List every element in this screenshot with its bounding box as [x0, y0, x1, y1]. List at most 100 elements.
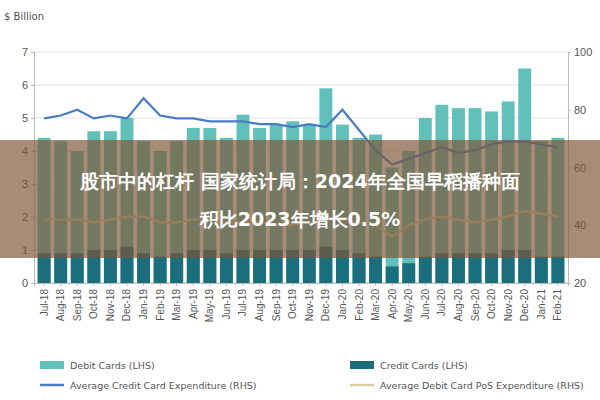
- tick-mark: [31, 283, 34, 284]
- axis-title: $ Billion: [4, 11, 44, 22]
- tick: Dec-20: [519, 283, 530, 321]
- tick-label: Jun-19: [221, 289, 232, 320]
- tick: 0: [22, 277, 34, 289]
- tick-mark: [557, 283, 558, 286]
- tick: Jul-20: [436, 283, 447, 316]
- legend-label: Debit Cards (LHS): [70, 360, 155, 371]
- tick-label: 6: [22, 79, 28, 91]
- tick-mark: [93, 283, 94, 286]
- tick: 100: [568, 46, 592, 58]
- legend-label: Average Debit Card PoS Expenditure (RHS): [380, 380, 584, 391]
- bar: [551, 257, 564, 283]
- bar: [419, 257, 432, 283]
- legend-swatch: [40, 384, 64, 387]
- tick: 5: [22, 112, 34, 124]
- tick-mark: [491, 283, 492, 286]
- tick-label: Jan-21: [536, 289, 547, 320]
- bar: [369, 257, 382, 283]
- bar: [386, 267, 399, 284]
- tick: Nov-19: [304, 283, 315, 321]
- legend-swatch: [40, 361, 64, 369]
- tick-mark: [143, 283, 144, 286]
- annotation: 积比2023年增长0.5%: [199, 208, 401, 230]
- tick-mark: [524, 283, 525, 286]
- tick: Jul-18: [39, 283, 50, 316]
- tick-label: 0: [22, 277, 28, 289]
- tick-label: 5: [22, 112, 28, 124]
- tick: Oct-18: [88, 283, 99, 319]
- tick-mark: [475, 283, 476, 286]
- tick-mark: [176, 283, 177, 286]
- tick-mark: [160, 283, 161, 286]
- tick: Apr-19: [188, 283, 199, 319]
- tick-mark: [31, 118, 34, 119]
- annotation: 股市中的杠杆 国家统计局：2024年全国早稻播种面: [79, 170, 520, 192]
- tick: Sep-20: [470, 283, 481, 321]
- tick-mark: [44, 283, 45, 286]
- tick-mark: [508, 283, 509, 286]
- tick-mark: [359, 283, 360, 286]
- tick-label: Dec-18: [121, 289, 132, 322]
- tick-mark: [392, 283, 393, 286]
- grid-line: [34, 85, 568, 86]
- axis-line: [35, 284, 569, 287]
- tick-mark: [31, 52, 34, 53]
- tick-mark: [408, 283, 409, 286]
- tick: Aug-18: [55, 283, 66, 321]
- tick: Jan-20: [337, 283, 348, 320]
- tick-mark: [325, 283, 326, 286]
- tick-label: Nov-19: [304, 289, 315, 322]
- tick-mark: [568, 110, 571, 111]
- tick-mark: [60, 283, 61, 286]
- tick-label: Sep-20: [470, 289, 481, 322]
- tick: 6: [22, 79, 34, 91]
- tick-mark: [375, 283, 376, 286]
- tick-label: Nov-18: [105, 289, 116, 322]
- tick-label: Apr-19: [188, 289, 199, 319]
- tick: Oct-19: [287, 283, 298, 319]
- tick-label: May-20: [403, 289, 414, 323]
- tick: Feb-20: [354, 283, 365, 321]
- tick-label: Aug-18: [55, 289, 66, 322]
- tick: May-19: [204, 283, 215, 322]
- tick-label: Feb-21: [552, 289, 563, 321]
- tick-label: Jan-19: [138, 289, 149, 320]
- tick: Sep-18: [72, 283, 83, 321]
- tick: Aug-19: [254, 283, 265, 321]
- tick-label: Jul-19: [237, 289, 248, 317]
- tick: Sep-19: [271, 283, 282, 321]
- banner-background: [0, 140, 600, 258]
- tick-mark: [242, 283, 243, 286]
- tick: Feb-19: [155, 283, 166, 321]
- legend-label: Average Credit Card Expenditure (RHS): [70, 380, 257, 391]
- tick-label: Apr-20: [387, 289, 398, 319]
- tick-label: Jul-18: [39, 289, 50, 317]
- legend: Debit Cards (LHS)Credit Cards (LHS)Avera…: [40, 360, 584, 391]
- tick-mark: [110, 283, 111, 286]
- tick-mark: [458, 283, 459, 286]
- bar: [535, 257, 548, 283]
- tick-label: Dec-20: [519, 289, 530, 322]
- tick-label: Feb-20: [354, 289, 365, 321]
- tick-label: Jul-20: [436, 289, 447, 317]
- tick-label: Sep-19: [271, 289, 282, 322]
- tick-label: Mar-20: [370, 289, 381, 321]
- tick: Oct-20: [486, 283, 497, 319]
- tick-mark: [441, 283, 442, 286]
- tick-label: Oct-20: [486, 289, 497, 319]
- tick-mark: [77, 283, 78, 286]
- bar: [154, 257, 167, 283]
- tick-mark: [541, 283, 542, 286]
- tick: Mar-20: [370, 283, 381, 321]
- tick-label: 100: [574, 46, 592, 58]
- grid-line: [34, 52, 568, 53]
- tick: Jun-20: [420, 283, 431, 320]
- tick: Nov-20: [503, 283, 514, 321]
- tick-label: Jan-20: [337, 289, 348, 320]
- tick-mark: [193, 283, 194, 286]
- tick: Dec-19: [320, 283, 331, 321]
- banner: 股市中的杠杆 国家统计局：2024年全国早稻播种面积比2023年增长0.5%: [0, 140, 600, 258]
- tick: 7: [22, 46, 34, 58]
- tick: Mar-19: [171, 283, 182, 321]
- tick-label: Oct-19: [287, 289, 298, 319]
